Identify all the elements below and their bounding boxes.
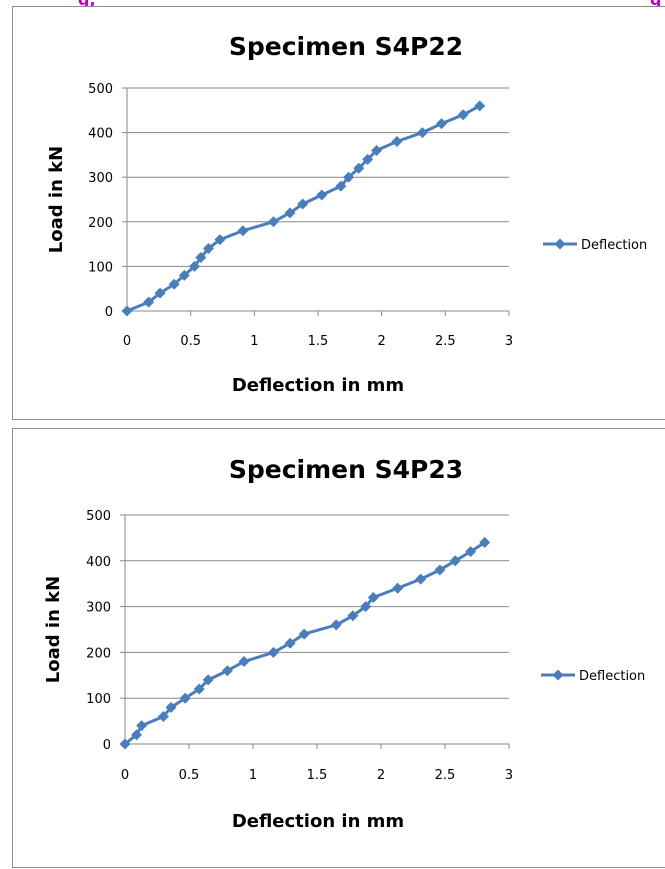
chart-s4p22: Specimen S4P22 0 100 200 300 400 500 0 0.5 1 1.5 2 2… <box>46 32 647 396</box>
data-point <box>195 251 207 263</box>
data-point <box>154 287 166 299</box>
data-point <box>284 637 296 649</box>
data-point <box>179 692 191 704</box>
x-tick-label: 2 <box>377 768 385 783</box>
data-point <box>297 198 309 210</box>
y-tick-label: 400 <box>88 127 113 142</box>
x-tick-label: 3 <box>505 334 513 349</box>
data-point <box>415 573 427 585</box>
data-point <box>202 674 214 686</box>
data-point <box>178 269 190 281</box>
data-point <box>316 189 328 201</box>
data-point <box>474 100 486 112</box>
data-point <box>168 278 180 290</box>
data-point <box>143 296 155 308</box>
chart-s4p23: Specimen S4P23 0 100 200 300 400 500 0 0.5 1 1.5 2 2… <box>43 455 645 832</box>
data-point <box>193 683 205 695</box>
chart-title: Specimen S4P23 <box>229 455 463 484</box>
x-axis-title: Deflection in mm <box>232 811 404 832</box>
y-tick-label: 300 <box>88 171 113 186</box>
x-tick-label: 0 <box>123 334 131 349</box>
y-tick-label: 200 <box>88 216 113 231</box>
data-point <box>371 144 383 156</box>
data-point <box>298 628 310 640</box>
data-point <box>449 555 461 567</box>
x-tick-label: 1.5 <box>308 334 329 349</box>
data-point <box>362 153 374 165</box>
data-point <box>131 729 143 741</box>
data-point <box>360 601 372 613</box>
data-point <box>157 711 169 723</box>
x-tick-label: 0.5 <box>180 334 201 349</box>
x-tick-label: 1.5 <box>307 768 328 783</box>
data-point <box>238 656 250 668</box>
legend-marker <box>554 238 566 250</box>
data-point <box>367 591 379 603</box>
x-tick-label: 2 <box>378 334 386 349</box>
header-fragment-left: g, <box>78 0 96 9</box>
data-point <box>392 582 404 594</box>
data-point <box>202 243 214 255</box>
header-fragment: g, g <box>0 0 665 9</box>
x-tick-label: 3 <box>505 768 513 783</box>
data-point <box>353 162 365 174</box>
y-tick-label: 300 <box>86 601 111 616</box>
data-point <box>347 610 359 622</box>
data-point <box>330 619 342 631</box>
data-point <box>479 536 491 548</box>
x-tick-label: 2.5 <box>435 768 456 783</box>
data-point <box>391 136 403 148</box>
x-tick-label: 0.5 <box>179 768 200 783</box>
data-point <box>335 180 347 192</box>
x-tick-label: 1 <box>250 334 258 349</box>
x-tick-label: 0 <box>121 768 129 783</box>
legend-label: Deflection <box>581 238 647 253</box>
x-tick-label: 1 <box>249 768 257 783</box>
data-point <box>465 546 477 558</box>
chart-title: Specimen S4P22 <box>229 32 463 61</box>
data-point <box>221 665 233 677</box>
legend-label: Deflection <box>579 669 645 684</box>
x-axis-title: Deflection in mm <box>232 375 404 396</box>
y-tick-label: 100 <box>88 260 113 275</box>
x-tick-label: 2.5 <box>435 334 456 349</box>
data-point <box>416 127 428 139</box>
chart-panel-s4p23: Specimen S4P23 0 100 200 300 400 500 0 0.5 1 1.5 2 2… <box>12 428 665 868</box>
y-axis-title: Load in kN <box>46 146 67 253</box>
data-point <box>436 118 448 130</box>
data-point <box>214 234 226 246</box>
legend-marker <box>552 669 564 681</box>
data-point <box>188 260 200 272</box>
y-tick-label: 100 <box>86 692 111 707</box>
series-line <box>124 541 486 746</box>
y-tick-label: 500 <box>88 82 113 97</box>
data-point <box>284 207 296 219</box>
y-tick-label: 200 <box>86 646 111 661</box>
data-point <box>343 171 355 183</box>
y-tick-label: 500 <box>86 509 111 524</box>
data-point <box>267 646 279 658</box>
data-point <box>119 738 131 750</box>
y-axis-title: Load in kN <box>43 576 64 683</box>
data-point <box>165 701 177 713</box>
data-point <box>434 564 446 576</box>
data-point <box>267 216 279 228</box>
y-tick-label: 0 <box>103 738 111 753</box>
y-tick-label: 400 <box>86 555 111 570</box>
chart-panel-s4p22: Specimen S4P22 0 100 200 300 400 500 0 0.5 1 1.5 2 2… <box>12 6 665 420</box>
data-point <box>457 109 469 121</box>
header-fragment-right: g <box>650 0 661 9</box>
data-point <box>121 305 133 317</box>
data-point <box>237 225 249 237</box>
y-tick-label: 0 <box>105 305 113 320</box>
data-point <box>136 720 148 732</box>
